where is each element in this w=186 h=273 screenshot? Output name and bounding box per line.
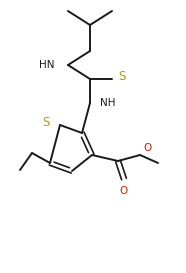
Text: O: O	[120, 186, 128, 196]
Text: S: S	[42, 115, 50, 129]
Text: S: S	[118, 70, 125, 84]
Text: NH: NH	[100, 98, 116, 108]
Text: HN: HN	[39, 60, 54, 70]
Text: O: O	[143, 143, 151, 153]
